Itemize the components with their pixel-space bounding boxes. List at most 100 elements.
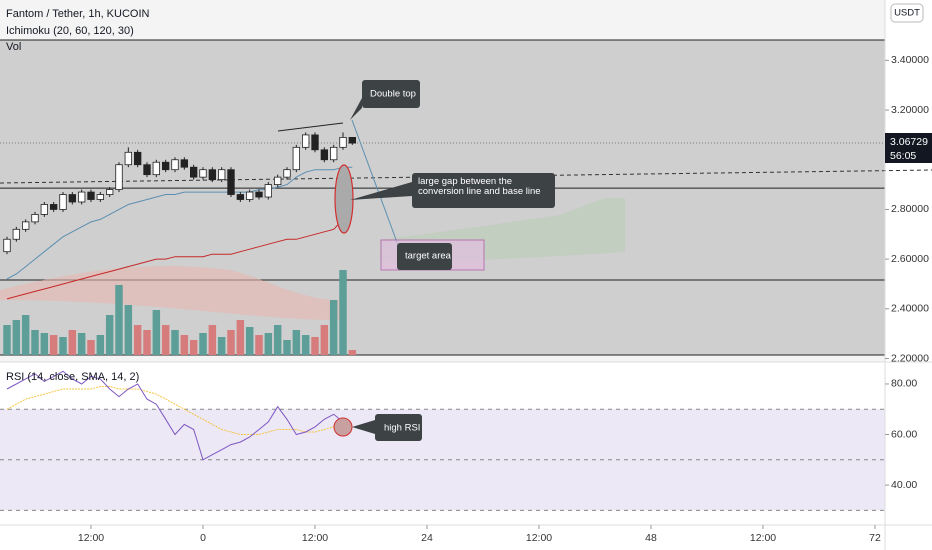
volume-bar xyxy=(217,337,226,355)
annotation: Double top xyxy=(370,89,416,100)
volume-bar xyxy=(245,327,254,355)
y-tick-label: 60.00 xyxy=(891,428,917,440)
volume-bar xyxy=(189,340,198,355)
annotation: large gap between the conversion line an… xyxy=(418,177,541,197)
candle-body xyxy=(68,194,77,203)
candle-body xyxy=(208,169,217,181)
currency-button[interactable] xyxy=(890,3,924,23)
y-tick-label: 3.20000 xyxy=(891,104,929,116)
target-arrow xyxy=(351,119,399,246)
volume-bar xyxy=(49,335,58,355)
volume-bar xyxy=(77,333,86,355)
candle-body xyxy=(190,166,198,178)
x-tick-label: 0 xyxy=(200,532,206,544)
candle-body xyxy=(255,191,263,198)
candle-body xyxy=(348,136,357,144)
y-tick-label: 2.40000 xyxy=(891,303,929,315)
annotation: high RSI xyxy=(384,423,420,434)
conversion-line xyxy=(6,166,353,280)
callout xyxy=(375,414,422,441)
x-tick-label: 12:00 xyxy=(750,532,776,544)
callout xyxy=(412,173,555,208)
candle-body xyxy=(31,214,39,223)
volume-bar xyxy=(68,330,77,355)
volume-bar xyxy=(87,340,95,355)
candle-body xyxy=(302,134,310,148)
volume-bar xyxy=(227,330,235,355)
volume-bar xyxy=(3,325,11,355)
annotation: target area xyxy=(405,251,452,262)
volume-bar xyxy=(21,315,30,355)
volume-bar xyxy=(255,335,263,355)
double-top-line xyxy=(277,122,344,132)
volume-bar xyxy=(301,335,310,355)
candle-body xyxy=(227,169,235,195)
volume-bar xyxy=(273,325,282,355)
chart-title: Fantom / Tether, 1h, KUCOIN xyxy=(6,8,150,20)
callout-tail xyxy=(352,420,375,434)
candle-body xyxy=(330,146,338,161)
candle-body xyxy=(246,191,254,200)
volume-bar xyxy=(161,325,170,355)
volume-bar xyxy=(171,330,179,355)
candle-body xyxy=(180,159,189,168)
volume-bar xyxy=(292,330,301,355)
rsi-label: RSI (14, close, SMA, 14, 2) xyxy=(6,371,139,383)
price-tag xyxy=(885,133,932,163)
candle-body xyxy=(22,221,30,230)
x-tick-label: 72 xyxy=(869,532,881,544)
volume-bar xyxy=(40,333,49,355)
volume-bar xyxy=(59,337,67,355)
marks xyxy=(3,132,357,461)
volume-bar xyxy=(311,337,319,355)
y-tick-label: 40.00 xyxy=(891,479,917,491)
candle-body xyxy=(339,136,347,148)
x-tick-label: 24 xyxy=(421,532,433,544)
candle-body xyxy=(96,194,105,200)
candle-body xyxy=(283,169,291,178)
candle-body xyxy=(78,191,86,203)
volume-bar xyxy=(133,325,142,355)
callout xyxy=(362,80,420,108)
x-tick-label: 12:00 xyxy=(526,532,552,544)
candle-body xyxy=(143,164,151,176)
y-tick-label: 3.40000 xyxy=(891,54,929,66)
volume-bar xyxy=(105,315,114,355)
candle-body xyxy=(311,134,319,151)
candle-body xyxy=(87,191,95,200)
y-tick-label: 2.20000 xyxy=(891,352,929,364)
volume-bar xyxy=(96,335,105,355)
callout xyxy=(397,243,452,270)
candle-body xyxy=(264,184,273,198)
candle-body xyxy=(124,151,133,166)
callout-tail xyxy=(350,182,412,200)
currency[interactable]: USDT xyxy=(894,8,920,19)
candle-body xyxy=(199,169,207,178)
volume-bar xyxy=(180,335,189,355)
volume-bar xyxy=(320,325,329,355)
candle-body xyxy=(292,146,301,171)
volume-bar xyxy=(264,333,273,355)
candle-body xyxy=(171,159,179,171)
candle-body xyxy=(106,189,114,195)
candle-body xyxy=(50,204,58,210)
candle-body xyxy=(274,176,282,186)
x-tick-label: 12:00 xyxy=(302,532,328,544)
volume-bar xyxy=(115,285,123,355)
volume-bar xyxy=(339,270,347,355)
callout-tail xyxy=(350,98,362,120)
volume-bar xyxy=(329,300,338,355)
y-tick-label: 80.00 xyxy=(891,378,917,390)
annotation-box: large gap between the conversion line an… xyxy=(418,177,541,197)
candle-body xyxy=(320,149,329,161)
y-tick-label: 2.80000 xyxy=(891,203,929,215)
rsi-ma-line xyxy=(6,386,353,435)
cloud-red xyxy=(0,266,340,320)
volume-bar xyxy=(348,350,357,355)
y-tick-label: 2.60000 xyxy=(891,253,929,265)
base-line xyxy=(6,206,353,300)
x-tick-label: 12:00 xyxy=(78,532,104,544)
last-price: 3.06729 xyxy=(890,136,928,148)
rsi-circle xyxy=(333,417,353,437)
